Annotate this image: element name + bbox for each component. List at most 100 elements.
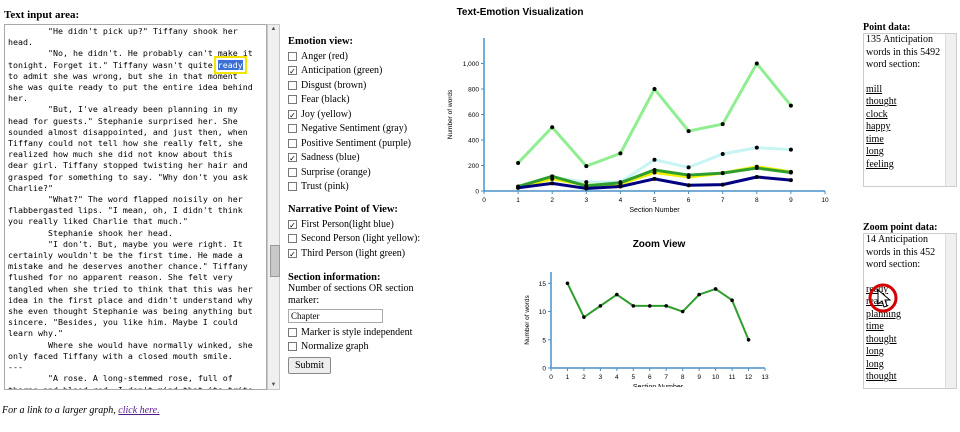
zoom-word-link[interactable]: thought xyxy=(866,371,897,382)
data-point xyxy=(516,185,521,190)
zoom-word-link[interactable]: planning xyxy=(866,308,901,320)
text-line: realized how much she did not know about… xyxy=(8,149,233,160)
checked-checkbox-icon[interactable]: ✓ xyxy=(288,66,297,77)
data-point xyxy=(788,178,793,183)
text-line: grasped for something to say. "Why don't… xyxy=(8,171,248,182)
point-data-box[interactable]: 135 Anticipation words in this 5492 word… xyxy=(863,33,957,187)
data-point xyxy=(720,122,725,127)
checkbox-icon[interactable] xyxy=(288,327,297,337)
data-point xyxy=(631,304,636,308)
section-option[interactable]: Marker is style independent xyxy=(288,325,438,340)
text-scrollbar[interactable]: ▲ ▼ xyxy=(267,24,280,390)
checkbox-icon[interactable] xyxy=(288,51,297,61)
emotion-option[interactable]: Negative Sentiment (gray) xyxy=(288,122,411,137)
data-point xyxy=(618,151,623,156)
checked-checkbox-icon[interactable]: ✓ xyxy=(288,248,297,259)
section-info-desc: Number of sections OR section marker: xyxy=(288,283,414,306)
scroll-down-icon[interactable]: ▼ xyxy=(270,382,277,388)
x-tick-label: 8 xyxy=(755,197,759,204)
emotion-option[interactable]: Fear (black) xyxy=(288,93,411,108)
checked-checkbox-icon[interactable]: ✓ xyxy=(288,219,297,230)
chart-title: Zoom View xyxy=(633,239,686,250)
pov-option[interactable]: ✓ Third Person (light green) xyxy=(288,246,420,261)
checkbox-icon[interactable] xyxy=(288,234,297,244)
y-tick-label: 400 xyxy=(468,138,479,145)
emotion-option[interactable]: Positive Sentiment (purple) xyxy=(288,136,411,151)
zoom-point-data-scrollbar[interactable] xyxy=(945,234,956,388)
data-point xyxy=(550,174,555,179)
data-point xyxy=(730,298,734,303)
zoom-word-link[interactable]: ready xyxy=(866,283,889,295)
zoom-word-link[interactable]: ready xyxy=(866,296,889,307)
x-tick-label: 1 xyxy=(516,197,520,204)
section-marker-input[interactable] xyxy=(288,309,383,323)
text-line: flabbergasted lips. "I mean, oh, I didn'… xyxy=(8,205,243,216)
pov-option[interactable]: Second Person (light yellow): xyxy=(288,232,420,247)
checked-checkbox-icon[interactable]: ✓ xyxy=(288,109,297,120)
x-tick-label: 4 xyxy=(619,197,623,204)
emotion-option[interactable]: ✓ Anticipation (green) xyxy=(288,64,411,79)
zoom-word-link[interactable]: time xyxy=(866,321,884,332)
data-point xyxy=(788,170,793,175)
emotion-option[interactable]: Trust (pink) xyxy=(288,180,411,195)
x-tick-label: 7 xyxy=(664,374,668,381)
text-line: idea in the first place and didn't under… xyxy=(8,294,253,305)
text-line: head for guests." Stephanie surprised he… xyxy=(8,115,238,126)
zoom-point-data-title: Zoom point data: xyxy=(863,222,938,233)
point-word-link[interactable]: time xyxy=(866,133,884,145)
larger-graph-link[interactable]: click here. xyxy=(118,405,160,416)
main-chart[interactable]: Text-Emotion Visualization 0 1 2 3 4 5 6 7 8 9 10 0 2… xyxy=(440,2,840,220)
text-input-area[interactable]: "He didn't pick up?" Tiffany shook her he… xyxy=(4,24,267,390)
zoom-word-link[interactable]: thought xyxy=(866,333,897,345)
point-word-link[interactable]: long xyxy=(866,146,884,157)
zoom-point-data-box[interactable]: 14 Anticipation words in this 452 word s… xyxy=(863,233,957,389)
point-word-link[interactable]: clock xyxy=(866,108,888,120)
x-tick-label: 5 xyxy=(631,374,635,381)
data-point xyxy=(652,87,657,91)
x-tick-label: 0 xyxy=(549,374,553,381)
data-point xyxy=(788,147,793,152)
checked-checkbox-icon[interactable]: ✓ xyxy=(288,153,297,164)
checkbox-icon[interactable] xyxy=(288,138,297,148)
data-point xyxy=(754,166,759,171)
emotion-option[interactable]: ✓ Joy (yellow) xyxy=(288,107,411,122)
x-tick-label: 3 xyxy=(599,374,603,381)
scroll-up-icon[interactable]: ▲ xyxy=(270,26,277,32)
scroll-thumb[interactable] xyxy=(270,245,280,277)
checkbox-icon[interactable] xyxy=(288,342,297,352)
emotion-option[interactable]: Surprise (orange) xyxy=(288,165,411,180)
text-line: Tiffany could not tell how she really fe… xyxy=(8,138,243,149)
x-tick-label: 11 xyxy=(729,374,736,381)
point-word-link[interactable]: feeling xyxy=(866,158,894,170)
data-point xyxy=(652,157,657,162)
text-line: thorns and blood red. I don't mind that … xyxy=(8,384,253,390)
data-point xyxy=(746,337,751,342)
checkbox-icon[interactable] xyxy=(288,80,297,90)
submit-button[interactable]: Submit xyxy=(288,357,331,374)
emotion-option[interactable]: Disgust (brown) xyxy=(288,78,411,93)
point-word-link[interactable]: mill xyxy=(866,83,883,95)
narrative-pov-title: Narrative Point of View: xyxy=(288,204,398,215)
pov-option[interactable]: ✓ First Person(light blue) xyxy=(288,217,420,232)
point-word-link[interactable]: happy xyxy=(866,121,891,132)
data-point xyxy=(754,174,759,179)
checkbox-icon[interactable] xyxy=(288,182,297,192)
zoom-chart[interactable]: Zoom View012345678910111213051015Section… xyxy=(515,232,775,387)
point-data-scrollbar[interactable] xyxy=(945,34,956,186)
x-tick-label: 3 xyxy=(584,197,588,204)
point-word-link[interactable]: thought xyxy=(866,96,897,107)
section-option[interactable]: Normalize graph xyxy=(288,340,438,355)
checkbox-icon[interactable] xyxy=(288,95,297,105)
emotion-option[interactable]: ✓ Sadness (blue) xyxy=(288,151,411,166)
text-line: you really liked Charlie that much." xyxy=(8,216,188,227)
narrative-pov-panel: Narrative Point of View: ✓ First Person(l… xyxy=(288,204,420,261)
emotion-option-label: Surprise (orange) xyxy=(301,166,371,178)
checkbox-icon[interactable] xyxy=(288,167,297,177)
zoom-word-link[interactable]: long xyxy=(866,346,884,357)
data-point xyxy=(788,103,793,108)
text-input-title: Text input area: xyxy=(4,9,80,21)
zoom-word-link[interactable]: long xyxy=(866,358,884,370)
y-tick-label: 1,000 xyxy=(463,61,480,68)
checkbox-icon[interactable] xyxy=(288,124,297,134)
emotion-option[interactable]: Anger (red) xyxy=(288,49,411,64)
